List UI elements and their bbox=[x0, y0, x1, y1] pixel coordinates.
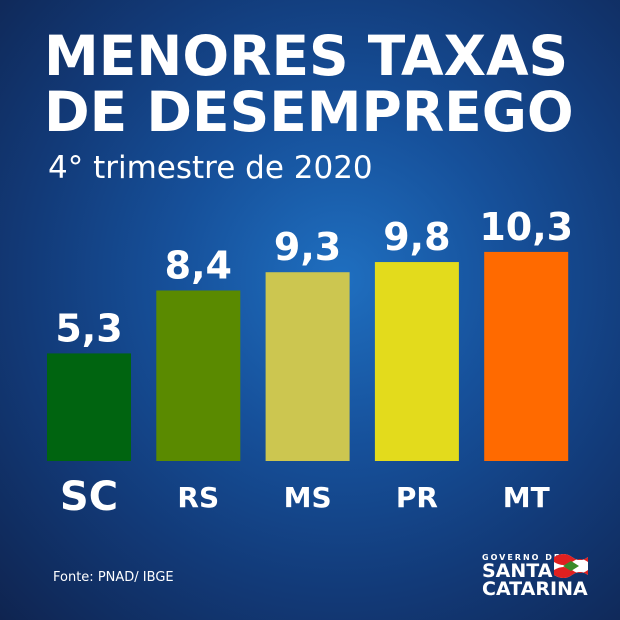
bar-mt bbox=[484, 251, 569, 461]
logo-line-1: GOVERNO DE bbox=[482, 553, 562, 562]
value-label-pr: 9,8 bbox=[383, 215, 450, 259]
category-label-pr: PR bbox=[396, 481, 438, 514]
bar-sc bbox=[47, 353, 131, 461]
category-label-sc: SC bbox=[60, 474, 118, 520]
value-label-sc: 5,3 bbox=[55, 306, 122, 350]
sc-flag-icon bbox=[554, 554, 588, 578]
logo-line-3: CATARINA bbox=[482, 578, 588, 600]
governo-sc-logo: GOVERNO DE SANTA CATARINA bbox=[482, 553, 588, 600]
title-line-2: DE DESEMPREGO bbox=[44, 80, 574, 144]
category-label-ms: MS bbox=[284, 481, 332, 514]
bar-rs bbox=[156, 290, 241, 461]
category-label-rs: RS bbox=[177, 481, 219, 514]
value-label-rs: 8,4 bbox=[165, 243, 232, 287]
value-label-mt: 10,3 bbox=[479, 205, 573, 249]
source-note: Fonte: PNAD/ IBGE bbox=[53, 570, 174, 585]
bar-pr bbox=[374, 262, 459, 461]
category-label-mt: MT bbox=[503, 481, 550, 514]
title: MENORES TAXAS DE DESEMPREGO bbox=[44, 28, 574, 140]
subtitle: 4° trimestre de 2020 bbox=[48, 150, 373, 186]
title-line-1: MENORES TAXAS bbox=[44, 24, 569, 88]
bar-ms bbox=[265, 272, 350, 461]
value-label-ms: 9,3 bbox=[274, 225, 341, 269]
logo-line-2: SANTA bbox=[482, 560, 553, 582]
